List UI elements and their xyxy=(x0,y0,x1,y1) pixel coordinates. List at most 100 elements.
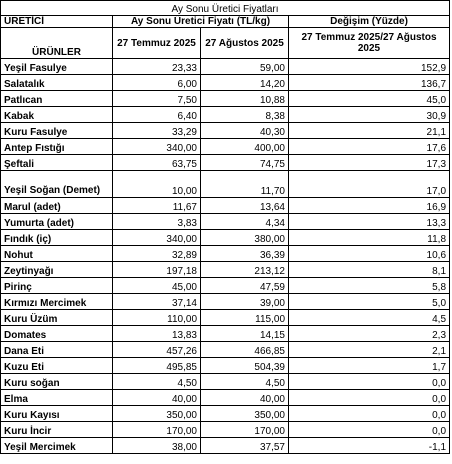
price-august-cell: 11,70 xyxy=(200,170,289,198)
price-august-cell: 47,59 xyxy=(200,277,289,294)
product-name-cell: Yeşil Fasulye xyxy=(0,58,113,75)
price-august-cell: 400,00 xyxy=(200,138,289,155)
change-percent-cell: 17,3 xyxy=(287,154,451,171)
product-name-cell: Patlıcan xyxy=(0,90,113,107)
product-name-cell: Şeftali xyxy=(0,154,113,171)
table-row: Kuru İncir 170,00 170,00 0,0 xyxy=(0,421,451,438)
table-row: Kuru Fasulye 33,29 40,30 21,1 xyxy=(0,122,451,139)
table-row: Antep Fıstığı 340,00 400,00 17,6 xyxy=(0,138,451,155)
product-name-cell: Domates xyxy=(0,325,113,342)
change-percent-cell: 4,5 xyxy=(287,309,451,326)
product-name-cell: Yeşil Mercimek xyxy=(0,437,113,454)
change-percent-cell: 16,9 xyxy=(287,197,451,214)
price-august-cell: 13,64 xyxy=(200,197,289,214)
price-august-cell: 350,00 xyxy=(200,405,289,422)
change-percent-cell: 0,0 xyxy=(287,405,451,422)
price-july-cell: 13,83 xyxy=(112,325,201,342)
price-july-cell: 350,00 xyxy=(112,405,201,422)
table-row: Patlıcan 7,50 10,88 45,0 xyxy=(0,90,451,107)
change-percent-cell: 136,7 xyxy=(287,74,451,91)
table-row: Domates 13,83 14,15 2,3 xyxy=(0,325,451,342)
header-price-group: Ay Sonu Üretici Fiyatı (TL/kg) xyxy=(112,15,289,28)
price-august-cell: 4,50 xyxy=(200,373,289,390)
price-august-cell: 39,00 xyxy=(200,293,289,310)
table-row: Yumurta (adet) 3,83 4,34 13,3 xyxy=(0,213,451,230)
table-row: Zeytinyağı 197,18 213,12 8,1 xyxy=(0,261,451,278)
price-august-cell: 8,38 xyxy=(200,106,289,123)
product-name-cell: Antep Fıstığı xyxy=(0,138,113,155)
producer-price-table: Ay Sonu Üretici Fiyatları ÜRETİCİ Ay Son… xyxy=(0,0,451,454)
price-august-cell: 115,00 xyxy=(200,309,289,326)
price-july-cell: 4,50 xyxy=(112,373,201,390)
table-row: Yeşil Fasulye 23,33 59,00 152,9 xyxy=(0,58,451,75)
price-august-cell: 380,00 xyxy=(200,229,289,246)
header-change-period: 27 Temmuz 2025/27 Ağustos 2025 xyxy=(287,27,451,59)
price-july-cell: 6,00 xyxy=(112,74,201,91)
price-july-cell: 3,83 xyxy=(112,213,201,230)
price-july-cell: 63,75 xyxy=(112,154,201,171)
product-name-cell: Kırmızı Mercimek xyxy=(0,293,113,310)
table-row: Kuru Kayısı 350,00 350,00 0,0 xyxy=(0,405,451,422)
price-august-cell: 40,00 xyxy=(200,389,289,406)
table-row: Elma 40,00 40,00 0,0 xyxy=(0,389,451,406)
header-change-group: Değişim (Yüzde) xyxy=(287,15,451,28)
price-august-cell: 74,75 xyxy=(200,154,289,171)
change-percent-cell: 2,1 xyxy=(287,341,451,358)
price-august-cell: 37,57 xyxy=(200,437,289,454)
table-row: Pirinç 45,00 47,59 5,8 xyxy=(0,277,451,294)
product-name-cell: Yeşil Soğan (Demet) xyxy=(0,170,113,198)
product-name-cell: Salatalık xyxy=(0,74,113,91)
change-percent-cell: 1,7 xyxy=(287,357,451,374)
price-july-cell: 6,40 xyxy=(112,106,201,123)
price-july-cell: 110,00 xyxy=(112,309,201,326)
change-percent-cell: 0,0 xyxy=(287,373,451,390)
price-july-cell: 170,00 xyxy=(112,421,201,438)
price-july-cell: 11,67 xyxy=(112,197,201,214)
change-percent-cell: 17,0 xyxy=(287,170,451,198)
table-row: Kırmızı Mercimek 37,14 39,00 5,0 xyxy=(0,293,451,310)
price-july-cell: 45,00 xyxy=(112,277,201,294)
header-date-2: 27 Ağustos 2025 xyxy=(200,27,289,59)
change-percent-cell: 5,0 xyxy=(287,293,451,310)
price-august-cell: 213,12 xyxy=(200,261,289,278)
product-name-cell: Marul (adet) xyxy=(0,197,113,214)
price-august-cell: 59,00 xyxy=(200,58,289,75)
table-row: Salatalık 6,00 14,20 136,7 xyxy=(0,74,451,91)
table-row: Yeşil Mercimek 38,00 37,57 -1,1 xyxy=(0,437,451,454)
change-percent-cell: 2,3 xyxy=(287,325,451,342)
change-percent-cell: 11,8 xyxy=(287,229,451,246)
price-august-cell: 14,20 xyxy=(200,74,289,91)
product-name-cell: Kuru Üzüm xyxy=(0,309,113,326)
table-title: Ay Sonu Üretici Fiyatları xyxy=(0,0,451,16)
product-name-cell: Zeytinyağı xyxy=(0,261,113,278)
product-name-cell: Dana Eti xyxy=(0,341,113,358)
table-row: Fındık (iç) 340,00 380,00 11,8 xyxy=(0,229,451,246)
table-row: Nohut 32,89 36,39 10,6 xyxy=(0,245,451,262)
price-july-cell: 33,29 xyxy=(112,122,201,139)
price-august-cell: 4,34 xyxy=(200,213,289,230)
product-name-cell: Kuzu Eti xyxy=(0,357,113,374)
table-row: Marul (adet) 11,67 13,64 16,9 xyxy=(0,197,451,214)
change-percent-cell: 0,0 xyxy=(287,421,451,438)
price-august-cell: 36,39 xyxy=(200,245,289,262)
change-percent-cell: 30,9 xyxy=(287,106,451,123)
product-name-cell: Kuru Kayısı xyxy=(0,405,113,422)
price-july-cell: 40,00 xyxy=(112,389,201,406)
header-producer: ÜRETİCİ xyxy=(0,15,113,28)
price-august-cell: 40,30 xyxy=(200,122,289,139)
change-percent-cell: 5,8 xyxy=(287,277,451,294)
price-july-cell: 457,26 xyxy=(112,341,201,358)
price-july-cell: 7,50 xyxy=(112,90,201,107)
product-name-cell: Nohut xyxy=(0,245,113,262)
header-date-1: 27 Temmuz 2025 xyxy=(112,27,201,59)
table-row: Kuzu Eti 495,85 504,39 1,7 xyxy=(0,357,451,374)
change-percent-cell: 13,3 xyxy=(287,213,451,230)
product-name-cell: Kuru soğan xyxy=(0,373,113,390)
change-percent-cell: -1,1 xyxy=(287,437,451,454)
price-july-cell: 37,14 xyxy=(112,293,201,310)
change-percent-cell: 0,0 xyxy=(287,389,451,406)
price-july-cell: 340,00 xyxy=(112,138,201,155)
product-name-cell: Yumurta (adet) xyxy=(0,213,113,230)
table-row: Dana Eti 457,26 466,85 2,1 xyxy=(0,341,451,358)
